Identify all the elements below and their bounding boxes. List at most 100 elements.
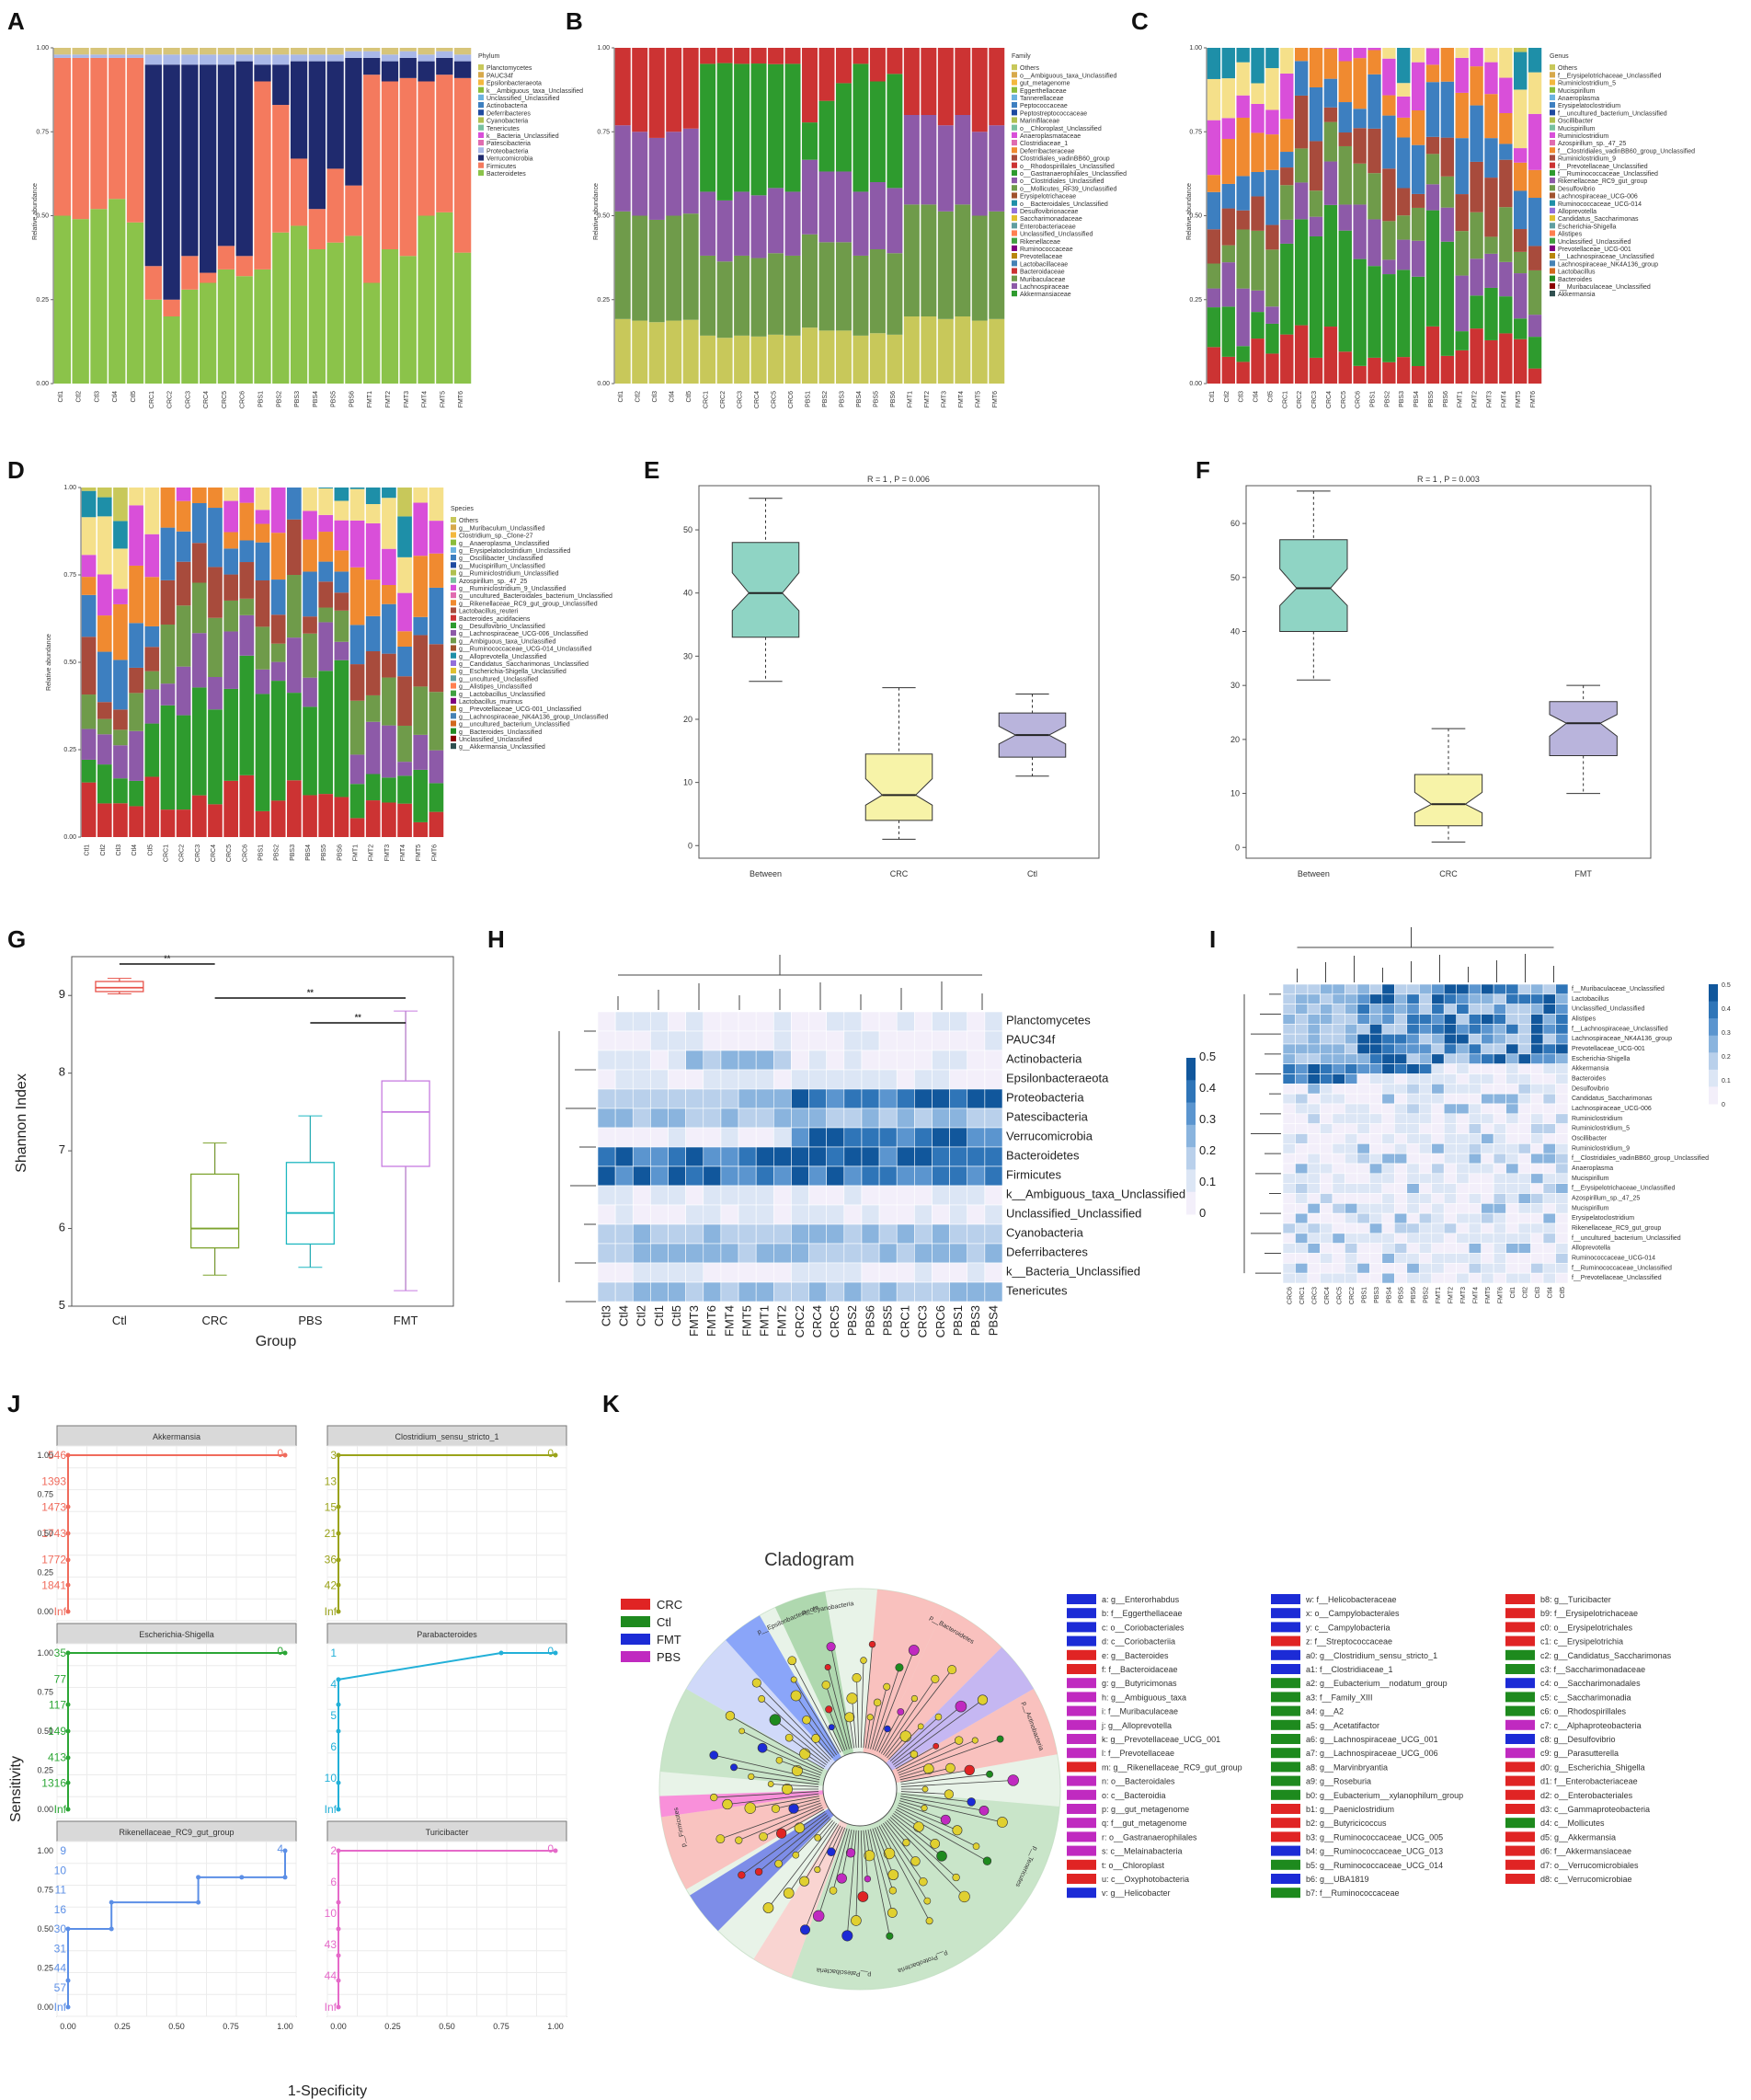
panel-i-cell bbox=[1406, 1084, 1420, 1095]
panel-i-cell bbox=[1332, 1073, 1345, 1084]
panel-i-cell bbox=[1332, 1053, 1345, 1064]
cladogram-branch bbox=[880, 1698, 915, 1754]
panel-i-cell bbox=[1456, 1173, 1470, 1184]
cladogram-branch bbox=[750, 1776, 819, 1785]
cladogram-node bbox=[787, 1656, 797, 1666]
panel-i-cell bbox=[1282, 1263, 1296, 1274]
cladogram-legend-label: t: o__Chloroplast bbox=[1102, 1861, 1165, 1870]
panel-i-cell bbox=[1517, 983, 1531, 995]
panel-i-cell bbox=[1320, 1203, 1333, 1214]
panel-b-bar-segment bbox=[768, 253, 784, 335]
panel-i-cell bbox=[1307, 1053, 1321, 1064]
panel-i-cell bbox=[1332, 1093, 1345, 1105]
panel-d-legend-label: Unclassified_Unclassified bbox=[459, 737, 532, 743]
panel-c-bar-segment bbox=[1251, 339, 1265, 384]
panel-b-bar-segment bbox=[768, 188, 784, 254]
panel-a-bar-segment bbox=[53, 48, 72, 55]
panel-i-cell bbox=[1394, 1053, 1408, 1064]
panel-i-cell bbox=[1369, 983, 1383, 995]
panel-i-cell bbox=[1530, 1212, 1544, 1224]
panel-d-legend-label: Lactobacillus_reuteri bbox=[459, 609, 519, 615]
panel-c-legend-label: Ruminococcaceae_UCG-014 bbox=[1558, 201, 1642, 208]
panel-e-y-tick-label: 50 bbox=[683, 525, 692, 534]
panel-d-legend-swatch bbox=[451, 683, 456, 689]
panel-a-legend-title: Phylum bbox=[478, 53, 500, 60]
panel-h-col-label: CRC1 bbox=[898, 1305, 912, 1337]
panel-c-y-tick-label: 0.25 bbox=[1189, 297, 1202, 304]
panel-d-bar-segment bbox=[413, 502, 429, 557]
panel-i-cell bbox=[1468, 1203, 1482, 1214]
panel-d-bar-segment bbox=[413, 488, 429, 503]
panel-d-bar-segment bbox=[144, 488, 160, 534]
panel-i-cell bbox=[1530, 1004, 1544, 1015]
panel-h-cell bbox=[791, 1165, 809, 1187]
panel-b-bar-segment bbox=[835, 242, 852, 331]
panel-g-x-tick-label: Ctl bbox=[112, 1314, 127, 1327]
panel-i-cell bbox=[1332, 1014, 1345, 1025]
panel-i-cell bbox=[1282, 983, 1296, 995]
panel-a-x-tick-label: PBS5 bbox=[331, 391, 338, 407]
panel-i-cell bbox=[1394, 1222, 1408, 1234]
cladogram-node bbox=[791, 1765, 803, 1776]
panel-c-bar-segment bbox=[1484, 287, 1498, 340]
cladogram-node bbox=[814, 1834, 821, 1842]
cladogram-branch bbox=[761, 1698, 830, 1761]
panel-b-bar-segment bbox=[802, 159, 818, 235]
panel-h-cell bbox=[932, 1243, 950, 1264]
panel-i-cell bbox=[1320, 983, 1333, 995]
panel-j-threshold-label: 36 bbox=[325, 1553, 338, 1566]
panel-i-cell bbox=[1517, 1073, 1531, 1084]
panel-a-bar-segment bbox=[126, 222, 144, 384]
panel-h-cell bbox=[826, 1011, 845, 1032]
panel-h-cell bbox=[932, 1223, 950, 1245]
panel-h-cell bbox=[755, 1165, 774, 1187]
panel-d-bar-segment bbox=[270, 800, 286, 837]
panel-c-bar-segment bbox=[1207, 191, 1221, 230]
panel-f-title: R = 1 , P = 0.003 bbox=[1417, 475, 1480, 484]
cladogram-node bbox=[790, 1676, 797, 1683]
panel-h-cell bbox=[791, 1185, 809, 1206]
panel-i-cell bbox=[1481, 1272, 1494, 1284]
cladogram-branch bbox=[806, 1719, 835, 1757]
panel-c-bar-segment bbox=[1382, 115, 1396, 169]
panel-i-cell bbox=[1530, 993, 1544, 1004]
panel-c-legend-swatch bbox=[1550, 72, 1555, 78]
cladogram-node bbox=[866, 1714, 874, 1721]
panel-d-bar-segment bbox=[303, 677, 317, 707]
panel-c-bar-segment bbox=[1425, 154, 1440, 185]
panel-d-bar-segment bbox=[303, 511, 317, 540]
panel-h-cell bbox=[685, 1069, 704, 1090]
panel-c-bar-segment bbox=[1294, 95, 1309, 149]
panel-c-bar-segment bbox=[1382, 259, 1396, 275]
cladogram-legend-label: w: f__Helicobacteraceae bbox=[1305, 1595, 1397, 1604]
panel-a: A Relative abundance Phylum 0.000.250.50… bbox=[7, 7, 583, 408]
cladogram-legend-swatch bbox=[1067, 1888, 1096, 1899]
panel-c-x-tick-label: FMT6 bbox=[1530, 391, 1537, 407]
panel-i-cell bbox=[1406, 1253, 1420, 1264]
cladogram-group-label: FMT bbox=[657, 1633, 681, 1647]
panel-d-bar-segment bbox=[382, 498, 396, 549]
panel-c-bar-segment bbox=[1280, 167, 1294, 186]
cladogram-legend-swatch bbox=[1067, 1761, 1096, 1773]
cladogram-branch bbox=[779, 1760, 821, 1776]
panel-i-cell bbox=[1282, 1212, 1296, 1224]
panel-d-bar-segment bbox=[365, 774, 381, 801]
cladogram-legend-swatch bbox=[1271, 1804, 1300, 1814]
panel-h-cell bbox=[650, 1262, 669, 1283]
panel-j-roc-point bbox=[196, 1899, 201, 1905]
panel-i-cell bbox=[1381, 1113, 1395, 1124]
panel-j-roc-point bbox=[336, 1848, 341, 1853]
panel-i-cell bbox=[1468, 1084, 1482, 1095]
panel-i-cell bbox=[1542, 1212, 1556, 1224]
panel-i-cell bbox=[1394, 1203, 1408, 1214]
panel-c-bar-segment bbox=[1338, 204, 1352, 231]
cladogram-group-label: PBS bbox=[657, 1650, 681, 1664]
panel-i-cell bbox=[1381, 1123, 1395, 1134]
panel-i-cell bbox=[1394, 1014, 1408, 1025]
panel-h-cell bbox=[861, 1011, 880, 1032]
panel-b-legend-swatch bbox=[1012, 275, 1017, 281]
panel-h-cell bbox=[755, 1011, 774, 1032]
panel-c-bar-segment bbox=[1265, 68, 1279, 110]
panel-i-cell bbox=[1456, 1243, 1470, 1254]
panel-j-y-tick-label: 0.25 bbox=[37, 1964, 53, 1973]
